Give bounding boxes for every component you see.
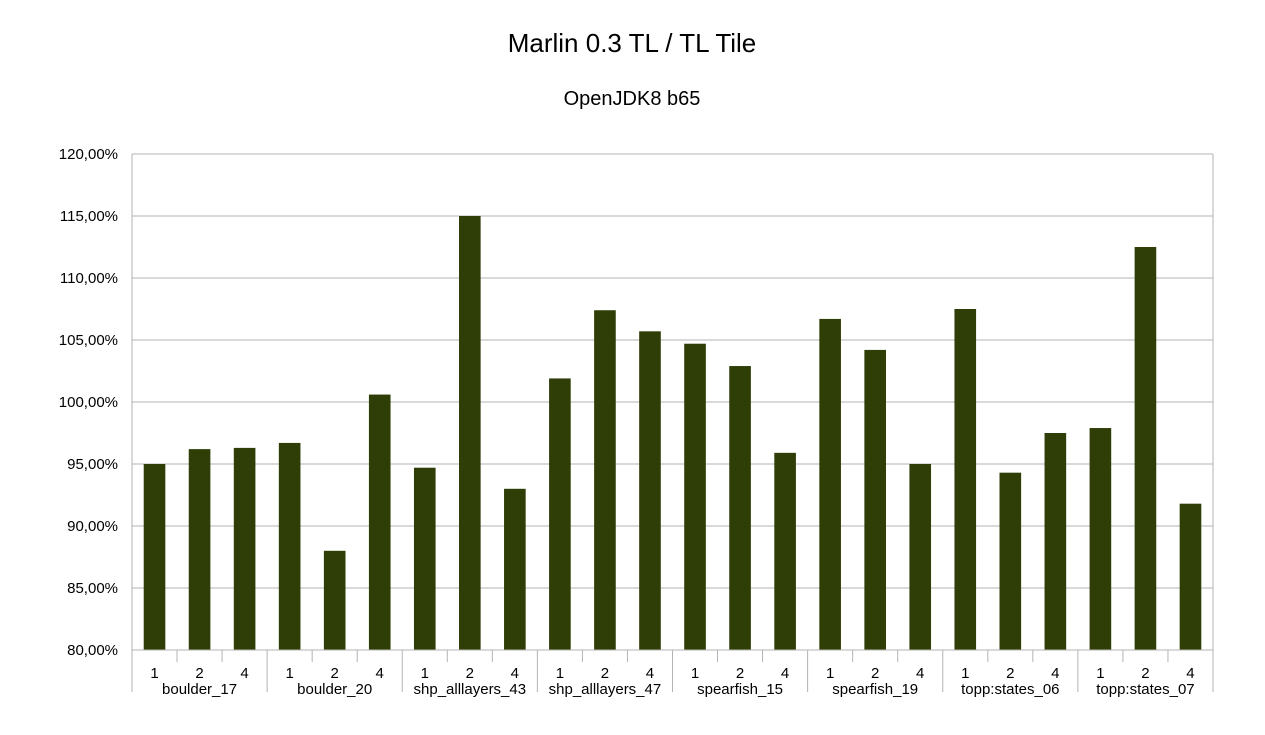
x-tick-label: 1 bbox=[150, 665, 158, 682]
x-tick-label: 1 bbox=[285, 665, 293, 682]
x-tick-label: 4 bbox=[646, 665, 654, 682]
x-tick-label: 2 bbox=[331, 665, 339, 682]
bar bbox=[954, 309, 977, 650]
group-label: boulder_20 bbox=[297, 681, 372, 698]
bar bbox=[1044, 433, 1067, 650]
x-tick-label: 4 bbox=[781, 665, 789, 682]
group-label: shp_alllayers_43 bbox=[414, 681, 527, 698]
bars bbox=[143, 216, 1202, 650]
y-tick-label: 110,00% bbox=[60, 270, 118, 287]
bar bbox=[909, 464, 932, 650]
x-tick-label: 1 bbox=[961, 665, 969, 682]
y-tick-label: 95,00% bbox=[67, 456, 118, 473]
group-label: topp:states_06 bbox=[961, 681, 1059, 698]
group-label: topp:states_07 bbox=[1096, 681, 1194, 698]
bar bbox=[504, 488, 526, 650]
x-tick-label: 2 bbox=[1141, 665, 1149, 682]
bar bbox=[864, 349, 886, 650]
bar bbox=[1089, 428, 1112, 650]
group-label: shp_alllayers_47 bbox=[549, 681, 662, 698]
x-tick-label: 1 bbox=[826, 665, 834, 682]
x-tick-label: 1 bbox=[421, 665, 429, 682]
chart-title: Marlin 0.3 TL / TL Tile bbox=[508, 28, 757, 58]
bar bbox=[819, 318, 841, 650]
y-tick-label: 120,00% bbox=[59, 146, 118, 163]
x-tick-label: 1 bbox=[556, 665, 564, 682]
bar bbox=[413, 467, 436, 650]
y-axis-ticks: 80,00% 85,00% 90,00% 95,00% 100,00% 105,00% 11… bbox=[59, 146, 118, 659]
group-label: spearfish_15 bbox=[697, 681, 783, 698]
y-tick-label: 90,00% bbox=[67, 518, 118, 535]
bar bbox=[143, 464, 166, 650]
bar bbox=[729, 366, 751, 650]
bar bbox=[549, 378, 571, 650]
bar bbox=[639, 331, 661, 650]
bar bbox=[1134, 247, 1157, 650]
x-tick-label: 1 bbox=[1096, 665, 1104, 682]
bar bbox=[278, 442, 301, 650]
x-tick-label: 2 bbox=[736, 665, 744, 682]
x-tick-label: 1 bbox=[691, 665, 699, 682]
x-tick-label: 2 bbox=[1006, 665, 1014, 682]
x-tick-label: 4 bbox=[916, 665, 924, 682]
bar bbox=[188, 449, 211, 650]
bar bbox=[323, 550, 346, 650]
bar bbox=[774, 452, 796, 650]
y-tick-label: 80,00% bbox=[67, 642, 118, 659]
bar bbox=[999, 472, 1022, 650]
y-tick-label: 100,00% bbox=[59, 394, 118, 411]
bar bbox=[1179, 503, 1202, 650]
x-tick-label: 4 bbox=[1186, 665, 1194, 682]
x-tick-label: 2 bbox=[466, 665, 474, 682]
x-tick-label: 4 bbox=[376, 665, 384, 682]
x-tick-label: 4 bbox=[240, 665, 248, 682]
x-tick-label: 2 bbox=[601, 665, 609, 682]
x-tick-label: 2 bbox=[871, 665, 879, 682]
axes bbox=[131, 154, 1214, 692]
group-label: boulder_17 bbox=[162, 681, 237, 698]
bar bbox=[459, 216, 481, 650]
bar bbox=[684, 343, 706, 650]
y-tick-label: 115,00% bbox=[60, 208, 118, 225]
group-label: spearfish_19 bbox=[832, 681, 918, 698]
chart-subtitle: OpenJDK8 b65 bbox=[564, 88, 701, 110]
bar bbox=[594, 310, 616, 650]
bar bbox=[233, 447, 256, 650]
x-tick-label: 2 bbox=[195, 665, 203, 682]
x-tick-label: 4 bbox=[511, 665, 519, 682]
y-tick-label: 85,00% bbox=[67, 580, 118, 597]
x-tick-label: 4 bbox=[1051, 665, 1059, 682]
bar bbox=[368, 394, 391, 650]
grid-lines bbox=[132, 153, 1213, 651]
y-tick-label: 105,00% bbox=[59, 332, 118, 349]
